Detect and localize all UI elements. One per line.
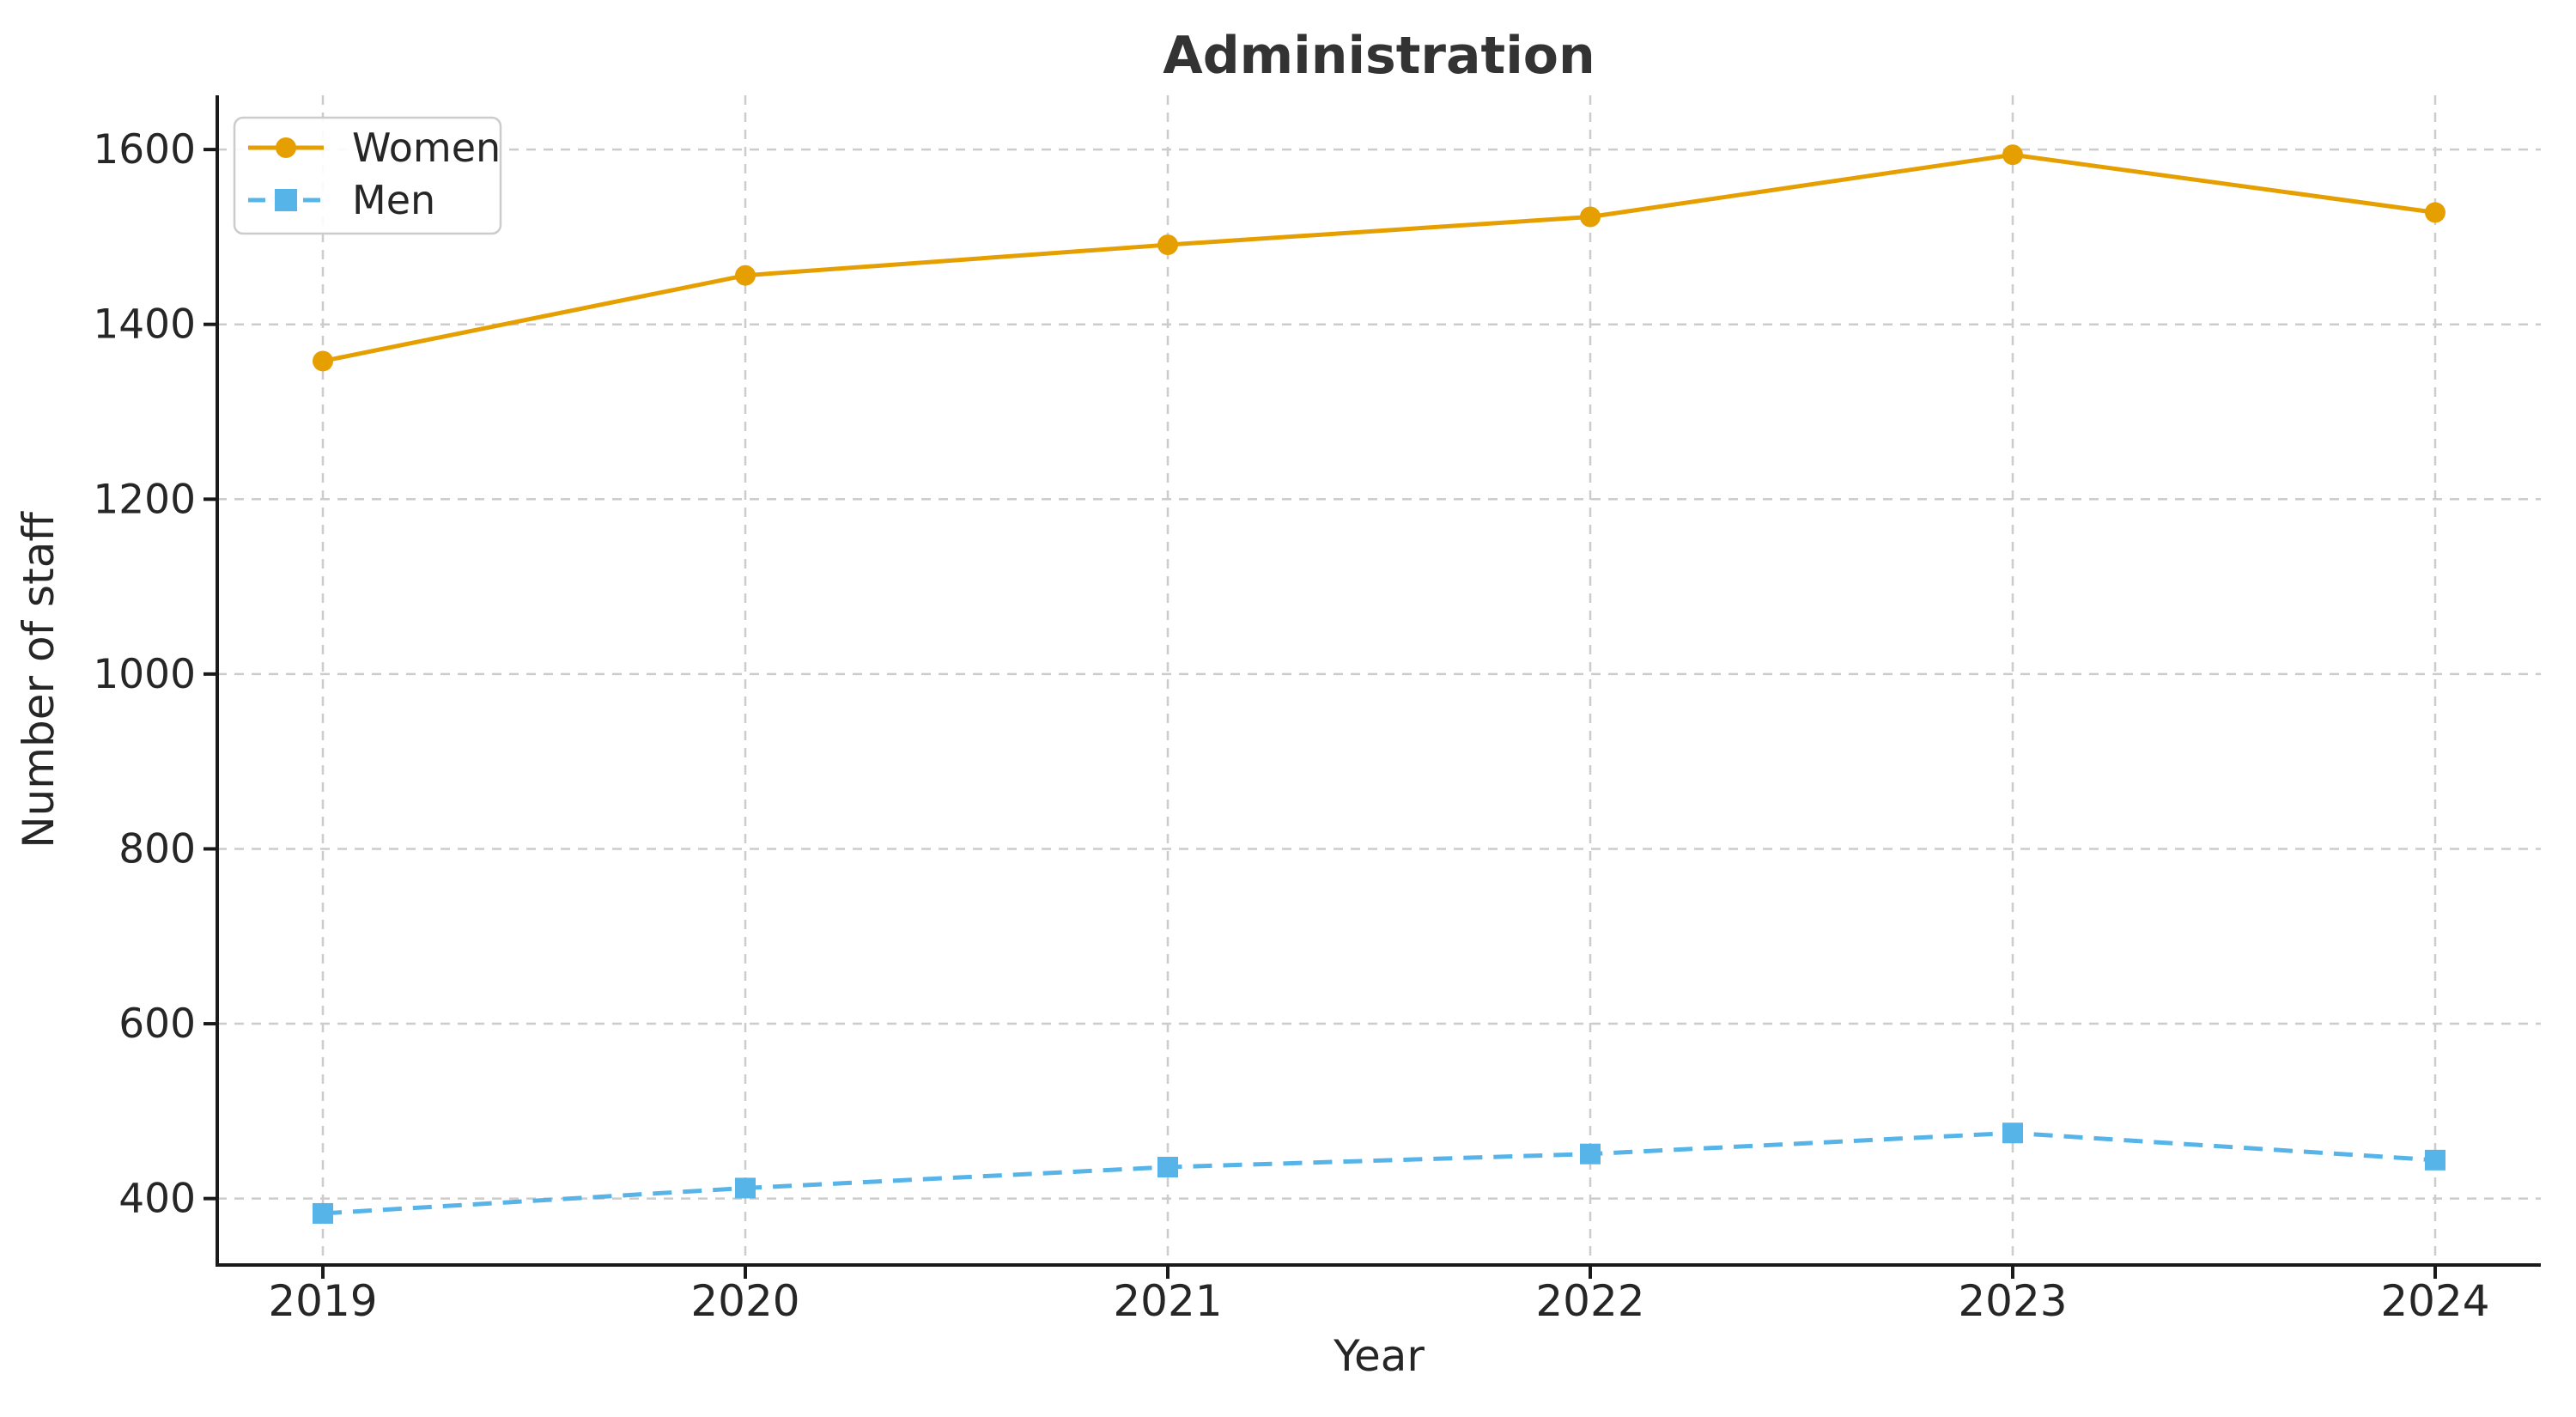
legend-entry-men: Men	[248, 177, 435, 223]
x-tick-label: 2021	[1113, 1276, 1222, 1326]
legend-marker-square-icon	[275, 189, 297, 211]
women-data-point-marker	[735, 265, 756, 286]
legend-entry-women: Women	[248, 125, 501, 171]
women-line	[322, 152, 2436, 363]
x-tick-label: 2024	[2380, 1276, 2489, 1326]
men-data-point-marker	[735, 1177, 756, 1199]
y-tick-label: 1200	[93, 476, 196, 523]
men-line	[322, 1130, 2436, 1216]
women-data-point-marker	[313, 350, 333, 372]
women-data-point-marker	[1580, 206, 1601, 228]
men-data-point-marker	[1580, 1143, 1601, 1165]
x-axis-label: Year	[1333, 1331, 1425, 1381]
y-tick-label: 600	[118, 1000, 196, 1048]
men-data-point-marker	[2002, 1122, 2023, 1144]
legend-label: Men	[352, 177, 435, 223]
y-tick-label: 800	[118, 825, 196, 873]
y-tick-label: 1000	[93, 651, 196, 698]
y-tick-label: 400	[118, 1176, 196, 1223]
x-tick-label: 2022	[1535, 1276, 1644, 1326]
gridlines	[217, 95, 2541, 1265]
women-data-point-marker	[2002, 144, 2023, 166]
x-tick-label: 2020	[690, 1276, 799, 1326]
men-data-point-marker	[1157, 1156, 1178, 1177]
x-tick-label: 2023	[1958, 1276, 2067, 1326]
chart-title: Administration	[1163, 26, 1595, 86]
legend-label: Women	[352, 125, 501, 171]
axis-ticks: 400 600 800 1000 1200 1400 1600 2019 2020 2021 202…	[93, 126, 2489, 1326]
men-line-series	[313, 1122, 2445, 1224]
y-tick-label: 1400	[93, 301, 196, 349]
legend-marker-circle-icon	[276, 137, 296, 158]
women-data-point-marker	[2425, 202, 2445, 223]
axes-spines	[216, 95, 2541, 1267]
men-data-point-marker	[2425, 1149, 2445, 1171]
women-line-series	[313, 144, 2445, 372]
y-tick-label: 1600	[93, 126, 196, 173]
women-data-point-marker	[1157, 234, 1178, 256]
x-tick-label: 2019	[268, 1276, 377, 1326]
men-data-point-marker	[313, 1202, 333, 1224]
y-axis-label: Number of staff	[14, 511, 64, 848]
legend: Women Men	[233, 116, 502, 235]
